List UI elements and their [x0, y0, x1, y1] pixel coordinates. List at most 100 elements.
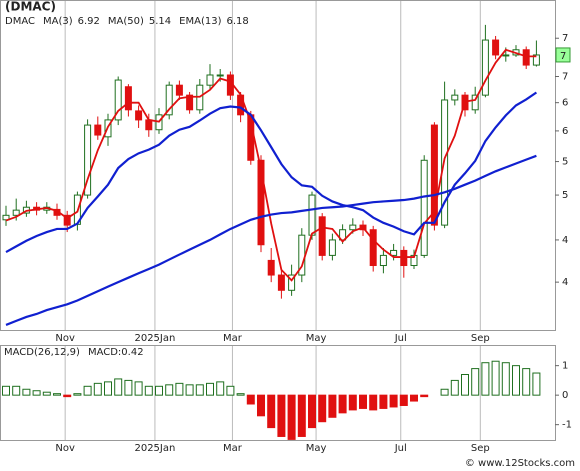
- y-tick-label: 5: [562, 157, 568, 168]
- candle-body: [277, 274, 285, 291]
- x-tick-label: Mar: [223, 333, 243, 344]
- macd-bar: [297, 394, 306, 437]
- candle-body: [267, 259, 275, 276]
- legend-ticker: DMAC: [5, 16, 35, 27]
- macd-bar: [73, 393, 82, 396]
- macd-bar: [216, 381, 225, 396]
- y-tick-label: 5: [562, 190, 568, 201]
- candle-body: [339, 229, 347, 241]
- legend-name: EMA(13): [179, 16, 221, 27]
- macd-bar: [104, 381, 112, 396]
- macd-bar: [206, 382, 214, 396]
- y-tick-label: 7: [562, 71, 568, 82]
- macd-bar: [338, 394, 347, 414]
- candle-body: [522, 49, 530, 66]
- candle-body: [369, 229, 377, 267]
- y-tick-label: 6: [562, 98, 568, 109]
- candle-body: [471, 94, 479, 111]
- x-tick-label: May: [306, 443, 327, 454]
- candle-body: [165, 84, 173, 116]
- macd-bar: [134, 381, 143, 396]
- candle-body: [318, 216, 326, 256]
- macd-bar: [379, 394, 388, 409]
- candle-body: [349, 224, 357, 231]
- x-tick-label: Sep: [471, 333, 490, 344]
- ma-line: [5, 154, 537, 326]
- macd-bar: [257, 394, 265, 417]
- legend-value: 6.18: [226, 16, 248, 27]
- legend-value: 6.92: [78, 16, 100, 27]
- candle-body: [492, 39, 500, 56]
- macd-bar: [185, 384, 194, 396]
- candle-body: [216, 74, 224, 77]
- x-tick-label: 2025Jan: [134, 333, 175, 344]
- legend-value: 5.14: [149, 16, 171, 27]
- macd-bar: [175, 382, 184, 396]
- macd-bar: [165, 384, 174, 396]
- macd-bar: [461, 374, 469, 396]
- candle-body: [94, 124, 102, 136]
- macd-bar: [369, 394, 378, 411]
- candle-body: [451, 94, 459, 101]
- macd-bar: [124, 379, 133, 396]
- candle-body: [328, 239, 336, 256]
- macd-bar: [144, 385, 153, 396]
- candle-body: [379, 254, 387, 267]
- candle-body: [12, 209, 20, 216]
- candle-body: [63, 214, 71, 226]
- y-tick-label: 6: [562, 126, 568, 137]
- macd-bar: [532, 372, 541, 396]
- macd-bar: [318, 394, 327, 423]
- macd-bar: [410, 394, 418, 402]
- last-price-box: [555, 47, 571, 63]
- macd-bar: [501, 362, 510, 396]
- macd-bar: [522, 368, 531, 396]
- y-tick-label: 4: [562, 235, 568, 246]
- indicator-value: MACD:0.42: [88, 347, 144, 358]
- x-tick-label: Jul: [394, 443, 407, 454]
- candle-body: [390, 249, 398, 256]
- macd-bar: [450, 379, 459, 396]
- candle-body: [308, 194, 316, 236]
- candle-body: [502, 54, 510, 57]
- macd-bar: [53, 393, 61, 396]
- macd-bar: [246, 394, 255, 405]
- macd-bar: [114, 378, 123, 396]
- y-tick-label: 7: [562, 33, 568, 44]
- candle-body: [420, 159, 428, 256]
- macd-bar: [287, 394, 296, 440]
- candle-body: [175, 84, 183, 96]
- chart-title: MACD(26,12,9): [4, 347, 80, 358]
- macd-bar: [2, 385, 10, 396]
- candle-body: [124, 86, 132, 111]
- macd-bar: [359, 394, 367, 409]
- candle-body: [430, 124, 438, 226]
- macd-bar: [93, 382, 102, 396]
- x-tick-label: Sep: [471, 443, 490, 454]
- macd-bar: [308, 394, 316, 429]
- candle-body: [481, 39, 489, 96]
- y-tick-label: 0: [562, 390, 568, 401]
- legend-name: MA(50): [108, 16, 144, 27]
- macd-bar: [83, 385, 92, 396]
- macd-bar: [226, 385, 235, 396]
- macd-bar: [348, 394, 357, 411]
- candle-body: [257, 159, 265, 246]
- footer: © www.12Stocks.com: [465, 458, 575, 469]
- candle-body: [145, 119, 153, 131]
- candle-body: [186, 94, 194, 111]
- ma-line: [5, 48, 537, 282]
- macd-bar: [491, 360, 500, 396]
- macd-bar: [440, 388, 449, 396]
- macd-bar: [42, 391, 51, 396]
- macd-bar: [389, 394, 398, 408]
- candle-body: [288, 274, 296, 291]
- candle-body: [206, 74, 214, 86]
- candle-body: [114, 79, 122, 121]
- y-tick-label: 1: [562, 361, 568, 372]
- macd-bar: [471, 368, 480, 396]
- ma-line: [5, 91, 538, 254]
- macd-bar: [236, 393, 245, 396]
- macd-bar: [420, 394, 429, 398]
